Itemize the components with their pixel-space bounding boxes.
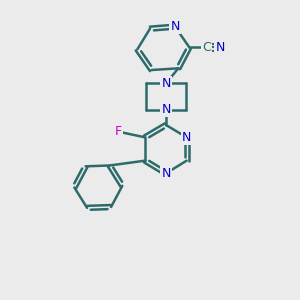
Text: N: N — [161, 103, 171, 116]
Text: N: N — [161, 167, 171, 180]
Text: N: N — [170, 20, 180, 33]
Text: N: N — [182, 131, 191, 144]
Text: N: N — [161, 77, 171, 90]
Text: N: N — [215, 41, 225, 54]
Text: F: F — [115, 125, 122, 138]
Text: C: C — [202, 41, 211, 54]
